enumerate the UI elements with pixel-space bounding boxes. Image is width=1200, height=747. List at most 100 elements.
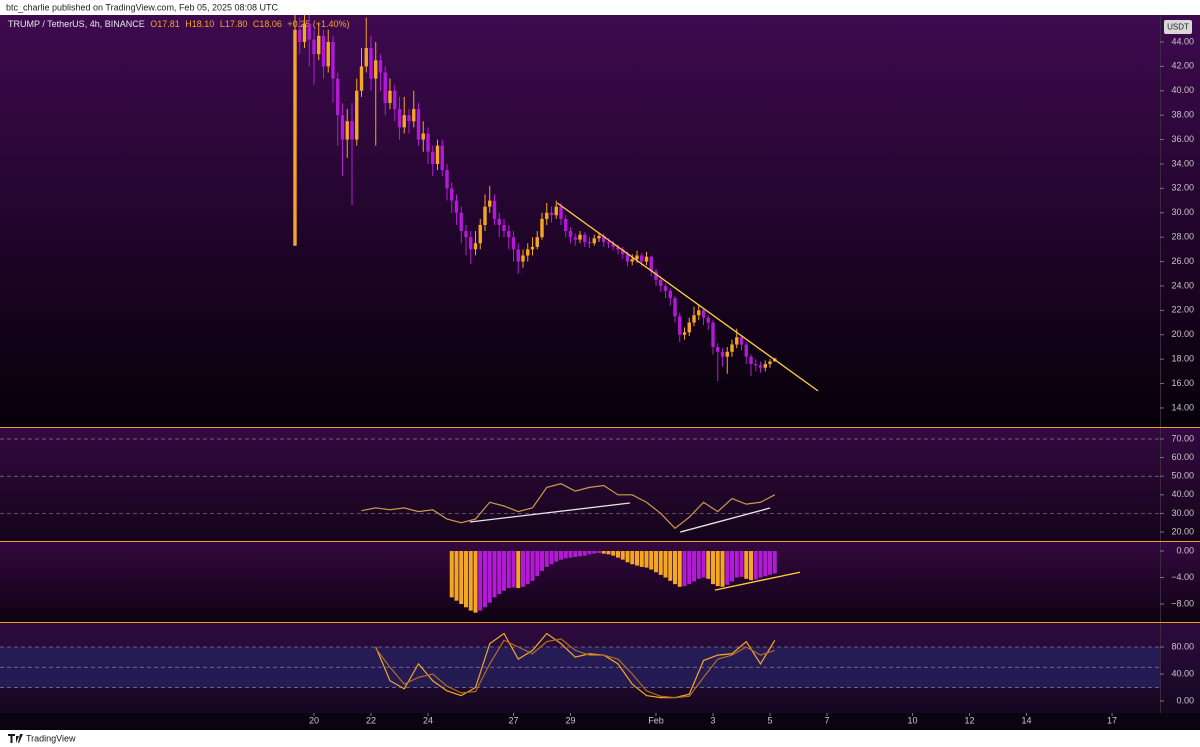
candle-body: [659, 279, 663, 286]
histogram-bar: [644, 551, 649, 568]
plot-layers: 20 22 24 27 29 Feb 3 5 7 10 12 14 17 14.00 16.00 18.00 2…: [0, 15, 1194, 725]
candle-body: [730, 344, 734, 352]
y-tick-label: 34.00: [1171, 158, 1194, 168]
histogram-bar: [463, 551, 468, 608]
candle-body: [763, 364, 767, 368]
histogram-bar: [744, 551, 749, 579]
y-tick-label: 30.00: [1171, 508, 1194, 518]
candle-body: [521, 255, 525, 262]
candle-body: [326, 41, 330, 67]
panel-plot: [293, 15, 819, 392]
x-tick-label: 17: [1107, 715, 1117, 725]
y-tick-label: 0.00: [1176, 545, 1194, 555]
brand-logo: [8, 734, 23, 743]
histogram-bar: [616, 551, 621, 558]
candle-body: [692, 315, 696, 323]
trend-line: [680, 507, 771, 533]
histogram-bar: [535, 551, 540, 577]
currency-badge: [1164, 20, 1192, 34]
histogram-bar: [544, 551, 549, 567]
histogram-bar: [758, 551, 763, 578]
y-tick-label: 14.00: [1171, 402, 1194, 412]
histogram-bar: [487, 551, 492, 603]
histogram-bar: [635, 551, 640, 566]
candle-body: [488, 200, 492, 207]
histogram-bar: [658, 551, 663, 575]
candle-body: [388, 90, 392, 103]
legend: TRUMP / TetherUS, 4h, BINANCE O17.81 H18…: [8, 19, 349, 29]
candle-body: [697, 310, 701, 316]
y-tick-label: 32.00: [1171, 183, 1194, 193]
x-tick-label: 20: [309, 715, 319, 725]
series-line: [375, 638, 775, 699]
symbol: TRUMP / TetherUS, 4h, BINANCE: [8, 19, 145, 29]
x-tick-label: 27: [508, 715, 518, 725]
candle-body: [464, 231, 468, 238]
histogram-bar: [706, 551, 711, 579]
histogram-bar: [696, 551, 701, 579]
candle-body: [602, 235, 606, 243]
candle-body: [402, 115, 406, 128]
histogram-bar: [663, 551, 668, 578]
histogram-bar: [478, 551, 483, 611]
candle-body: [554, 206, 558, 216]
histogram-bar: [701, 551, 706, 578]
candle-body: [312, 39, 316, 55]
candle-body: [678, 316, 682, 335]
candle-body: [573, 237, 577, 240]
candle-body: [592, 238, 596, 244]
histogram-bar: [497, 551, 502, 595]
candle-body: [478, 224, 482, 244]
candle-body: [340, 115, 345, 140]
candle-body: [616, 246, 620, 250]
histogram-bar: [611, 551, 616, 556]
histogram-bar: [734, 551, 739, 578]
candle-body: [355, 90, 359, 140]
histogram-bar: [449, 551, 454, 598]
candle-body: [720, 351, 725, 357]
y-tick-label: 28.00: [1171, 232, 1194, 242]
histogram-bar: [520, 551, 525, 587]
y-tick-label: −4.00: [1171, 572, 1194, 582]
histogram-bar: [578, 551, 582, 557]
histogram-bar: [501, 551, 506, 591]
candle-body: [374, 60, 378, 79]
candle-body: [540, 218, 544, 238]
candle-body: [407, 115, 411, 122]
trend-line: [469, 502, 630, 523]
candle-body: [644, 256, 649, 262]
candle-body: [454, 200, 459, 213]
byline: btc_charlie published on TradingView.com…: [6, 2, 279, 12]
x-tick-label: 22: [366, 715, 376, 725]
price-panel: [0, 15, 1200, 427]
histogram-bar: [592, 551, 597, 554]
candle-body: [364, 48, 368, 67]
candle-body: [331, 41, 335, 79]
candle-body: [744, 344, 748, 357]
candle-body: [735, 337, 739, 345]
candle-body: [597, 235, 601, 239]
histogram-bar: [763, 551, 768, 577]
candle-body: [739, 337, 744, 345]
x-tick-label: 24: [423, 715, 433, 725]
candle-body: [635, 255, 639, 260]
histogram-bar: [473, 551, 478, 613]
candle-body: [336, 78, 340, 116]
y-tick-label: 44.00: [1171, 36, 1194, 46]
histogram-bar: [606, 551, 611, 555]
histogram-bar: [511, 551, 516, 588]
rsi-panel: [0, 428, 1200, 541]
histogram-bar: [573, 551, 578, 557]
histogram-bar: [554, 551, 559, 562]
x-tick-label: 3: [710, 715, 715, 725]
y-tick-label: 24.00: [1171, 280, 1194, 290]
y-tick-label: 40.00: [1171, 668, 1194, 678]
histogram-bar: [525, 551, 530, 585]
candle-body: [321, 35, 326, 67]
candle-body: [293, 29, 297, 246]
histogram-bar: [582, 551, 587, 556]
histogram-bar: [597, 551, 602, 553]
candle-body: [378, 60, 383, 73]
candle-body: [673, 298, 677, 317]
